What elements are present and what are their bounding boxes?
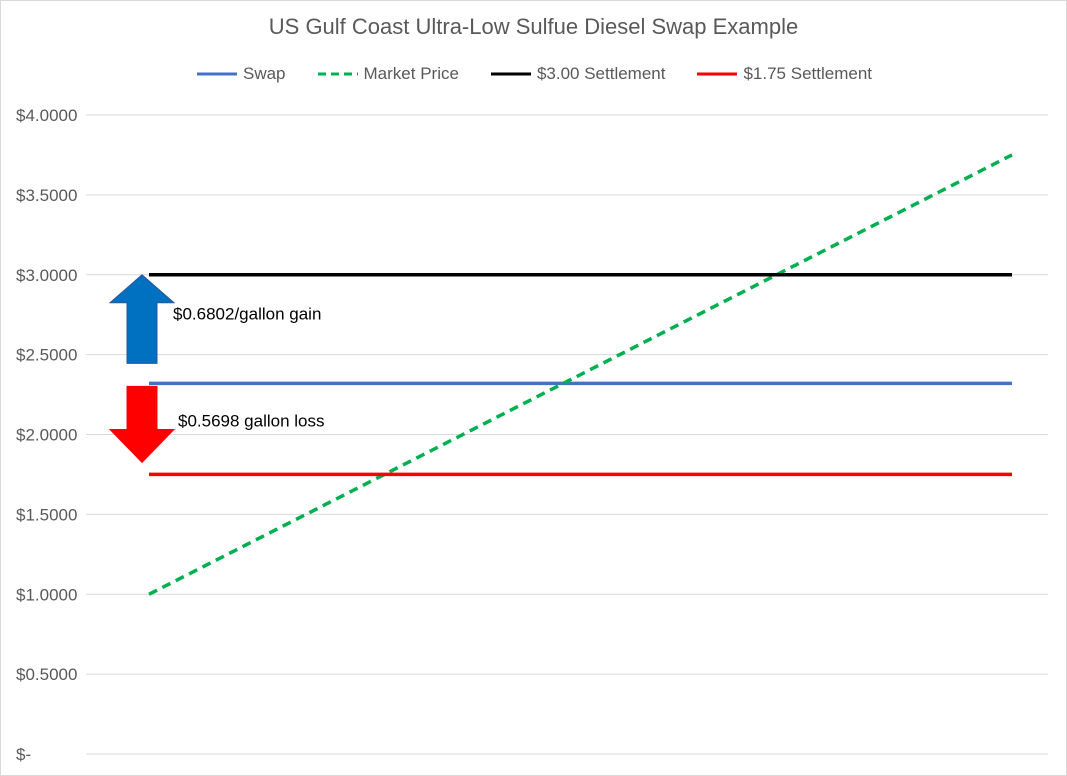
- legend-item-market-price: Market Price: [316, 64, 459, 84]
- gain-annotation: $0.6802/gallon gain: [173, 304, 321, 323]
- y-tick-label: $2.5000: [16, 346, 77, 365]
- legend-label-swap: Swap: [242, 64, 286, 83]
- y-tick-label: $-: [16, 745, 31, 764]
- y-tick-label: $1.5000: [16, 505, 77, 524]
- y-tick-label: $3.5000: [16, 186, 77, 205]
- legend-swatch-market-price: [317, 72, 358, 76]
- legend-label-175-settlement: $1.75 Settlement: [743, 64, 872, 83]
- y-tick-label: $1.0000: [16, 585, 77, 604]
- legend-swatch-175-settlement: [697, 72, 738, 76]
- loss-annotation: $0.5698 gallon loss: [178, 412, 325, 431]
- legend-label-3-settlement: $3.00 Settlement: [536, 64, 666, 83]
- legend-swatch-3-settlement: [490, 72, 531, 76]
- y-tick-label: $2.0000: [16, 426, 77, 445]
- y-tick-label: $4.0000: [16, 106, 77, 125]
- legend-item-175-settlement: $1.75 Settlement: [695, 64, 872, 84]
- legend-label-market-price: Market Price: [363, 64, 459, 83]
- series-line-market-price: [148, 153, 1013, 596]
- gain-arrow-up-icon: [108, 274, 176, 364]
- legend-swatch-swap: [196, 72, 237, 76]
- chart-title: US Gulf Coast Ultra-Low Sulfue Diesel Sw…: [268, 14, 799, 39]
- y-tick-label: $3.0000: [16, 266, 77, 285]
- legend: Swap Market Price $3.00 Settlement $1.75…: [0, 64, 1067, 84]
- legend-item-swap: Swap: [195, 64, 286, 84]
- legend-item-3-settlement: $3.00 Settlement: [489, 64, 666, 84]
- y-tick-label: $0.5000: [16, 665, 77, 684]
- loss-arrow-down-icon: [108, 385, 176, 464]
